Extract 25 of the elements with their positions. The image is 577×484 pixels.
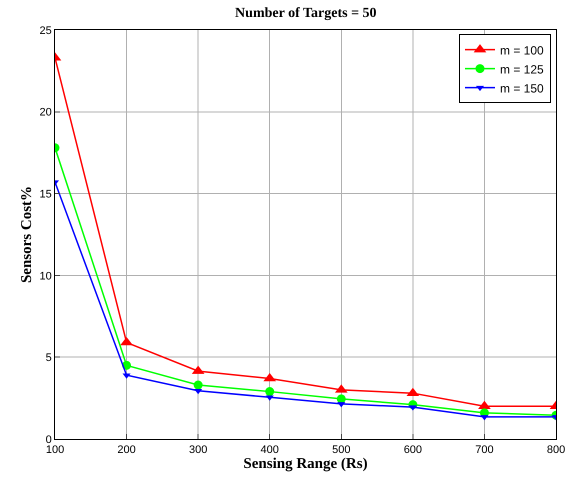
y-tick-label: 25 bbox=[40, 24, 52, 37]
x-axis-title: Sensing Range (Rs) bbox=[243, 456, 368, 472]
x-tick-label: 100 bbox=[46, 444, 64, 456]
point bbox=[122, 373, 131, 379]
legend-label: m = 100 bbox=[500, 43, 544, 58]
chart-title: Number of Targets = 50 bbox=[235, 6, 377, 22]
legend-label: m = 125 bbox=[500, 62, 544, 76]
x-tick-label: 400 bbox=[260, 444, 279, 456]
y-tick-label: 20 bbox=[40, 106, 52, 119]
y-axis-title: Sensors Cost% bbox=[18, 186, 35, 284]
x-tick-label: 200 bbox=[117, 444, 136, 456]
x-tick-label: 500 bbox=[332, 444, 350, 456]
point bbox=[194, 388, 202, 394]
x-tick-label: 700 bbox=[475, 444, 494, 456]
y-tick-label: 0 bbox=[46, 434, 52, 446]
point bbox=[408, 405, 417, 411]
x-tick-label: 800 bbox=[546, 444, 566, 456]
legend-label: m = 150 bbox=[500, 81, 544, 96]
y-tick-label: 15 bbox=[40, 188, 52, 200]
x-tick-label: 600 bbox=[404, 444, 422, 456]
point bbox=[194, 380, 203, 390]
point bbox=[265, 387, 274, 396]
y-tick-label: 5 bbox=[46, 352, 52, 364]
x-tick-label: 300 bbox=[188, 444, 208, 456]
y-tick-label: 10 bbox=[40, 270, 52, 282]
